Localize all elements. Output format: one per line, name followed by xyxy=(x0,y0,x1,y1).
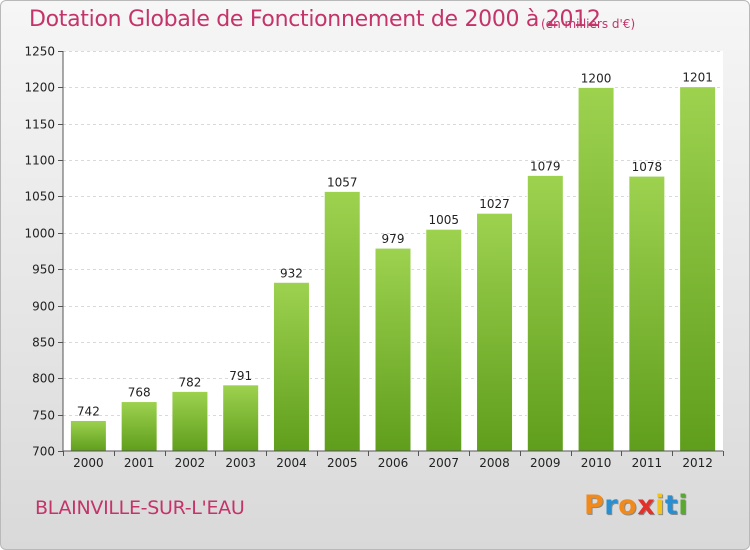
bar-2000 xyxy=(69,419,107,452)
x-tick-label: 2005 xyxy=(327,456,358,470)
y-tick-label: 950 xyxy=(32,263,55,277)
axes xyxy=(58,51,724,456)
value-label-2002: 782 xyxy=(178,375,201,389)
logo-letter: i xyxy=(678,490,689,521)
x-tick-label: 2009 xyxy=(530,456,561,470)
y-tick-label: 1100 xyxy=(24,154,55,168)
y-tick-label: 800 xyxy=(32,372,55,386)
logo-letter: x xyxy=(637,490,656,521)
bar-2010 xyxy=(577,86,615,452)
commune-name: BLAINVILLE-SUR-L'EAU xyxy=(35,497,245,519)
value-label-2007: 1005 xyxy=(428,213,459,227)
x-tick-label: 2010 xyxy=(581,456,612,470)
bar-2008 xyxy=(476,212,514,452)
logo-letter: o xyxy=(618,490,638,521)
x-tick-label: 2003 xyxy=(225,456,256,470)
y-tick-label: 700 xyxy=(32,445,55,459)
y-tick-label: 1150 xyxy=(24,118,55,132)
bar-2011 xyxy=(628,175,666,452)
value-label-2000: 742 xyxy=(77,404,100,418)
y-tick-label: 1050 xyxy=(24,190,55,204)
x-tick-label: 2008 xyxy=(479,456,510,470)
chart-subtitle: (en milliers d'€) xyxy=(541,17,636,31)
bar-2005 xyxy=(323,190,361,452)
labels: 700 750 800 850 900 950 1000 1050 1100 1150 1200 12… xyxy=(24,45,712,471)
bar-2007 xyxy=(425,228,463,452)
y-tick-label: 1000 xyxy=(24,227,55,241)
proxiti-logo: Proxiti xyxy=(584,490,688,521)
x-tick-label: 2007 xyxy=(428,456,459,470)
value-label-2004: 932 xyxy=(280,266,303,280)
y-tick-label: 750 xyxy=(32,409,55,423)
logo-letter: t xyxy=(664,490,679,521)
logo-letter: P xyxy=(584,490,605,521)
bar-2002 xyxy=(171,390,209,452)
y-tick-label: 1250 xyxy=(24,45,55,59)
chart-title: Dotation Globale de Fonctionnement de 20… xyxy=(29,7,601,32)
value-label-2010: 1200 xyxy=(581,71,612,85)
logo-letter: i xyxy=(655,490,665,521)
bar-2009 xyxy=(526,174,564,452)
logo-letter: r xyxy=(604,490,619,521)
x-tick-label: 2006 xyxy=(378,456,409,470)
bars xyxy=(69,86,717,452)
x-tick-label: 2011 xyxy=(632,456,663,470)
value-label-2006: 979 xyxy=(382,232,405,246)
x-tick-label: 2000 xyxy=(73,456,104,470)
value-label-2003: 791 xyxy=(229,369,252,383)
y-tick-label: 1200 xyxy=(24,81,55,95)
bar-2004 xyxy=(272,281,310,452)
y-tick-label: 900 xyxy=(32,300,55,314)
bar-2012 xyxy=(679,86,717,452)
value-label-2009: 1079 xyxy=(530,159,561,173)
value-label-2005: 1057 xyxy=(327,175,358,189)
x-tick-label: 2001 xyxy=(124,456,155,470)
bar-2003 xyxy=(222,384,260,452)
x-tick-label: 2002 xyxy=(175,456,206,470)
bar-2001 xyxy=(120,401,158,452)
y-tick-label: 850 xyxy=(32,336,55,350)
value-label-2001: 768 xyxy=(128,386,151,400)
value-label-2012: 1201 xyxy=(682,71,713,85)
value-label-2008: 1027 xyxy=(479,197,510,211)
x-tick-label: 2012 xyxy=(682,456,713,470)
x-tick-label: 2004 xyxy=(276,456,307,470)
bar-2006 xyxy=(374,247,412,452)
value-label-2011: 1078 xyxy=(632,160,663,174)
